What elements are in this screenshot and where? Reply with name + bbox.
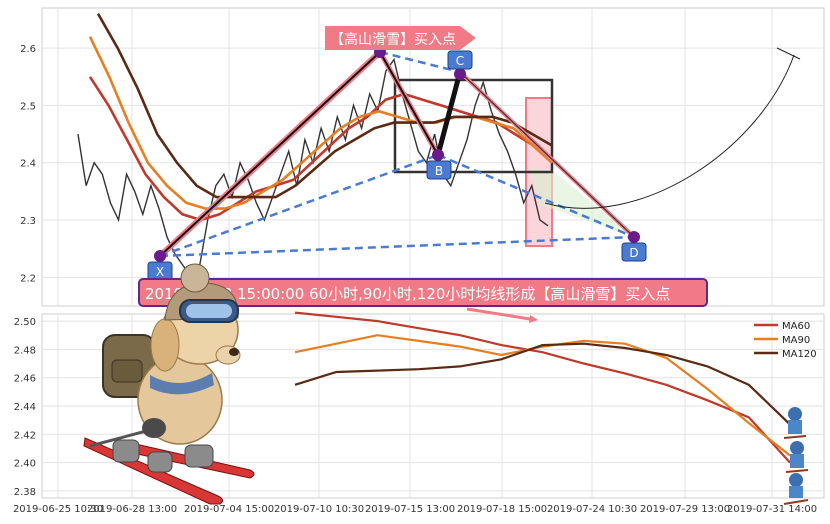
bc-leg [435,71,463,156]
point-b-marker [432,149,444,161]
xb-dash [159,153,439,258]
ma-y-tick-2: 2.42 [14,430,36,441]
ma-series-ma120-line [294,342,791,426]
skier-icon-2 [785,441,809,473]
point-b-label: B [435,164,443,178]
x-tick-2: 2019-07-04 15:00 [184,504,274,515]
legend-ma60: MA60 [782,321,810,332]
main-y-tick-1: 2.3 [20,216,36,227]
ma-y-tick-0: 2.38 [14,487,36,498]
ma-y-tick-4: 2.46 [14,374,36,385]
legend-ma90: MA90 [782,335,810,346]
series-ma120-line [96,13,553,199]
projection-arc [544,54,795,209]
x-tick-0: 2019-06-25 10:30 [13,504,103,515]
ma-y-tick-1: 2.40 [14,459,36,470]
x-tick-8: 2019-07-31 14:00 [727,504,817,515]
cc-dash [379,50,461,74]
x-tick-6: 2019-07-24 10:30 [547,504,637,515]
ma-y-tick-5: 2.48 [14,345,36,356]
bd-dash [437,153,635,239]
legend: MA60 MA90 MA120 [754,321,817,360]
point-d-label: D [629,246,638,260]
legend-ma120: MA120 [782,349,817,360]
x-tick-5: 2019-07-18 15:00 [457,504,547,515]
main-y-tick-0: 2.2 [20,273,36,284]
projection-tick [776,47,801,60]
ma-y-axis: 2.38 2.40 2.42 2.44 2.46 2.48 2.50 [14,317,36,498]
main-y-axis: 2.2 2.3 2.4 2.5 2.6 [20,44,36,284]
main-y-tick-4: 2.6 [20,44,36,55]
main-y-tick-3: 2.5 [20,101,36,112]
point-c-label: C [456,54,464,68]
signal-banner-text: 2019-07-18 15:00:00 60小时,90小时,120小时均线形成【… [145,285,670,303]
ma-series [294,311,791,464]
cb-leg [379,51,439,156]
skier-icon-3 [783,473,809,505]
main-y-tick-2: 2.4 [20,159,36,170]
point-x-marker [154,250,166,262]
point-d-marker [628,231,640,243]
ma-y-tick-6: 2.50 [14,317,36,328]
cd-leg [459,71,635,238]
point-d-label-box: D [621,242,647,262]
point-x-label-box: X [147,261,173,281]
main-series [77,13,553,279]
x-tick-7: 2019-07-29 13:00 [640,504,730,515]
x-tick-3: 2019-07-10 10:30 [274,504,364,515]
point-c-label-box: C [447,50,473,70]
xd-dash [159,235,635,258]
point-x-label: X [156,265,164,279]
ma-y-tick-3: 2.44 [14,402,36,413]
signal-banner: 2019-07-18 15:00:00 60小时,90小时,120小时均线形成【… [138,278,708,307]
ma-series-ma60-line [294,311,791,464]
buy-point-arrow-text: 【高山滑雪】买入点 [330,31,456,48]
ma-series-ma90-line [294,334,791,457]
buy-point-arrow-label: 【高山滑雪】买入点 [325,26,476,50]
consolidation-box [393,78,554,174]
point-b-label-box: B [426,160,452,180]
skier-icon-1 [783,407,807,439]
xc-leg [159,51,381,257]
x-tick-1: 2019-06-28 13:00 [87,504,177,515]
skiing-puppy-illustration [83,263,255,505]
x-tick-4: 2019-07-15 13:00 [365,504,455,515]
pink-arrow [466,307,538,323]
green-zone [530,168,632,236]
point-c-marker [454,68,466,80]
